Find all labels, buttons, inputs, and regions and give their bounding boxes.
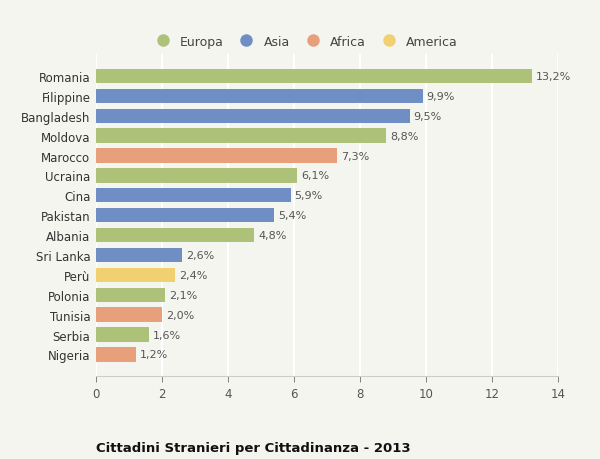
Bar xyxy=(96,109,409,123)
Text: 7,3%: 7,3% xyxy=(341,151,369,161)
Text: 1,2%: 1,2% xyxy=(140,350,168,359)
Bar xyxy=(96,347,136,362)
Bar xyxy=(96,189,291,203)
Text: 8,8%: 8,8% xyxy=(391,131,419,141)
Text: 2,6%: 2,6% xyxy=(186,251,214,260)
Text: 4,8%: 4,8% xyxy=(259,230,287,241)
Bar xyxy=(96,129,386,144)
Text: 9,5%: 9,5% xyxy=(413,112,442,122)
Bar xyxy=(96,229,254,243)
Text: 5,9%: 5,9% xyxy=(295,191,323,201)
Text: 5,4%: 5,4% xyxy=(278,211,307,221)
Text: 2,4%: 2,4% xyxy=(179,270,208,280)
Bar xyxy=(96,328,149,342)
Text: 2,1%: 2,1% xyxy=(169,290,197,300)
Text: 9,9%: 9,9% xyxy=(427,92,455,101)
Bar xyxy=(96,90,422,104)
Bar xyxy=(96,208,274,223)
Bar xyxy=(96,149,337,163)
Bar xyxy=(96,70,532,84)
Bar xyxy=(96,288,166,302)
Bar xyxy=(96,169,297,183)
Bar xyxy=(96,308,162,322)
Text: Cittadini Stranieri per Cittadinanza - 2013: Cittadini Stranieri per Cittadinanza - 2… xyxy=(96,441,410,453)
Text: 2,0%: 2,0% xyxy=(166,310,194,320)
Text: 6,1%: 6,1% xyxy=(301,171,329,181)
Bar xyxy=(96,248,182,263)
Text: 13,2%: 13,2% xyxy=(536,72,571,82)
Text: 1,6%: 1,6% xyxy=(153,330,181,340)
Bar xyxy=(96,268,175,282)
Legend: Europa, Asia, Africa, America: Europa, Asia, Africa, America xyxy=(150,36,458,49)
